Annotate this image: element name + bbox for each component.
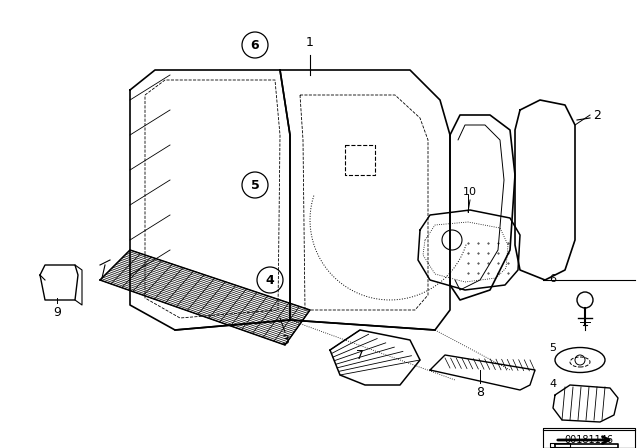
Text: 2: 2	[593, 108, 601, 121]
Text: 6: 6	[251, 39, 259, 52]
Text: 5: 5	[550, 343, 557, 353]
Text: 4: 4	[549, 379, 557, 389]
Text: 5: 5	[251, 178, 259, 191]
Text: 4: 4	[266, 273, 275, 287]
Text: 7: 7	[356, 349, 364, 362]
Text: 3: 3	[281, 333, 289, 346]
Text: 10: 10	[463, 187, 477, 197]
Text: 8: 8	[476, 385, 484, 399]
Text: 6: 6	[550, 274, 557, 284]
Text: 1: 1	[306, 35, 314, 48]
Text: 00181146: 00181146	[564, 435, 614, 445]
Text: 9: 9	[53, 306, 61, 319]
